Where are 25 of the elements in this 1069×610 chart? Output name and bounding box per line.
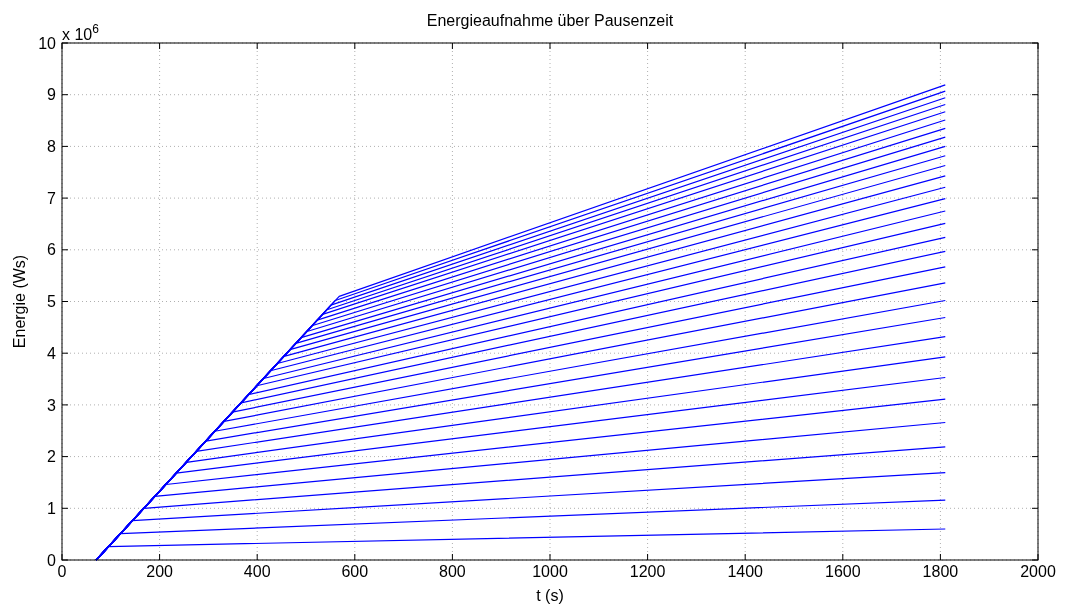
y-tick-label: 0 xyxy=(47,551,57,569)
chart-title: Energieaufnahme über Pausenzeit xyxy=(426,12,674,29)
y-tick-label: 10 xyxy=(38,34,57,52)
y-tick-label: 7 xyxy=(47,189,57,207)
y-tick-label: 5 xyxy=(47,293,57,311)
annotation: x 10$^{6}$ xyxy=(62,22,100,43)
x-tick-label: 1000 xyxy=(532,563,568,580)
y-tick-label: 4 xyxy=(47,344,57,362)
y-tick-label: 2 xyxy=(47,448,57,466)
x-tick-label: 2000 xyxy=(1020,563,1056,580)
x-tick-label: 400 xyxy=(243,563,271,580)
x-tick-label: 800 xyxy=(439,563,466,580)
y-tick-label: 8 xyxy=(47,138,57,155)
y-tick-label: 6 xyxy=(47,241,57,259)
y-tick-label: 3 xyxy=(47,396,57,414)
y-axis-title: Energie (Ws) xyxy=(11,254,28,349)
x-axis-title: t (s) xyxy=(536,587,564,604)
x-tick-label: 1400 xyxy=(727,563,764,580)
y-tick-label: 1 xyxy=(47,499,57,517)
x-tick-label: 1200 xyxy=(629,563,666,580)
x-tick-label: 1600 xyxy=(825,563,861,580)
x-tick-label: 1800 xyxy=(922,563,959,580)
y-tick-label: 9 xyxy=(47,86,57,104)
x-tick-label: 200 xyxy=(146,563,174,580)
x-tick-label: 600 xyxy=(341,563,369,580)
